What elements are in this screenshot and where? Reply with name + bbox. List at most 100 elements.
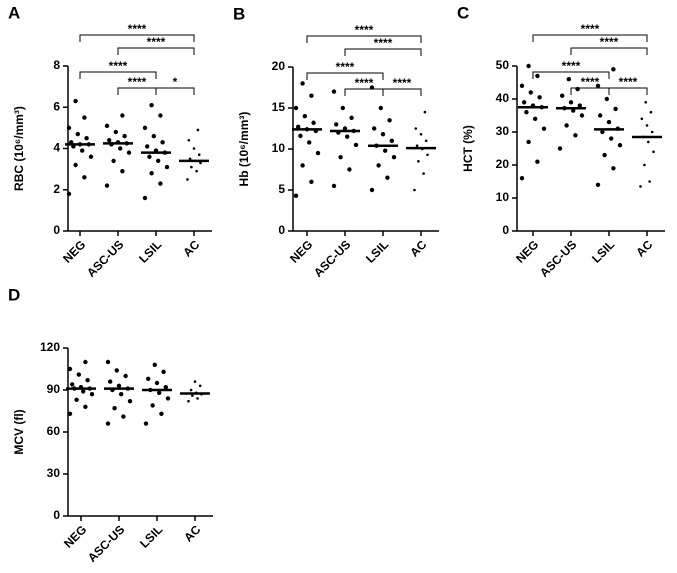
data-point [391, 155, 397, 160]
data-point [107, 138, 112, 143]
data-point [611, 166, 616, 171]
data-point [639, 185, 642, 188]
data-point [309, 179, 314, 184]
data-point [647, 140, 650, 144]
data-point [293, 105, 299, 111]
data-point [419, 132, 423, 136]
data-point [524, 110, 529, 115]
y-tick-label: 0 [53, 223, 60, 237]
data-point [126, 150, 132, 155]
data-point [519, 83, 525, 89]
data-point [535, 159, 540, 164]
data-point [413, 188, 416, 192]
data-point [309, 93, 314, 98]
data-point [187, 399, 190, 403]
data-point [105, 421, 111, 426]
data-point [120, 113, 125, 118]
data-point [89, 392, 95, 397]
data-point [161, 369, 166, 374]
data-point [380, 132, 386, 137]
data-point [88, 154, 94, 159]
data-point [617, 143, 623, 148]
data-point [195, 169, 198, 173]
significance-bracket [306, 72, 384, 80]
x-tick-label: ASC-US [537, 237, 579, 279]
y-tick-label: 15 [272, 100, 286, 114]
significance-label: **** [619, 75, 638, 89]
data-point [302, 114, 307, 119]
data-point [385, 175, 390, 180]
data-point [372, 126, 377, 131]
data-point [417, 160, 420, 163]
significance-bracket [344, 48, 422, 56]
significance-label: **** [374, 36, 393, 50]
significance-bracket [155, 87, 195, 95]
data-point [122, 133, 127, 139]
significance-label: **** [147, 35, 166, 49]
data-point [345, 134, 350, 139]
data-point [151, 133, 156, 139]
data-point [108, 379, 113, 384]
data-point [67, 411, 73, 416]
data-point [142, 125, 148, 131]
y-axis-label: HCT (%) [461, 125, 475, 172]
data-point [75, 131, 81, 137]
significance-bracket [79, 34, 195, 42]
data-point [74, 397, 79, 402]
data-point [159, 411, 164, 416]
panel-label: B [233, 4, 245, 23]
data-point [609, 136, 614, 141]
y-tick-label: 60 [47, 424, 61, 438]
data-point [535, 73, 540, 79]
significance-label: **** [355, 23, 374, 37]
data-point [415, 144, 419, 148]
data-point [519, 176, 525, 181]
data-point [537, 95, 542, 100]
significance-bracket [570, 47, 648, 55]
y-tick-label: 2 [53, 182, 60, 196]
data-point [192, 147, 196, 150]
y-tick-label: 5 [278, 182, 285, 196]
data-point [526, 139, 531, 145]
data-point [84, 135, 89, 141]
y-tick-label: 6 [53, 99, 60, 113]
data-point [334, 122, 339, 127]
data-point [196, 397, 199, 400]
data-point [533, 116, 538, 122]
data-point [331, 89, 337, 94]
data-point [564, 123, 569, 128]
data-point [145, 144, 150, 149]
significance-bracket [79, 71, 157, 79]
significance-label: * [173, 75, 178, 89]
data-point [81, 389, 86, 394]
x-tick-label: NEG [60, 237, 88, 265]
data-point [541, 126, 547, 131]
data-point [152, 362, 157, 367]
data-point [645, 124, 649, 127]
x-tick-label: NEG [513, 237, 541, 265]
panel-label: D [8, 285, 20, 304]
y-tick-label: 40 [496, 91, 510, 105]
x-tick-label: NEG [61, 522, 89, 550]
data-point [526, 63, 531, 69]
data-point [315, 150, 321, 156]
x-tick-label: LSIL [136, 237, 164, 265]
significance-bracket [608, 87, 648, 95]
data-point [186, 178, 189, 181]
data-point [383, 148, 388, 153]
significance-label: **** [393, 76, 412, 90]
y-tick-label: 4 [53, 141, 60, 155]
data-point [577, 103, 582, 108]
significance-bracket [382, 88, 422, 96]
significance-bracket [532, 71, 610, 79]
data-point [121, 414, 126, 419]
y-tick-label: 30 [47, 466, 61, 480]
data-point [423, 110, 427, 114]
data-point [73, 98, 78, 104]
x-tick-label: ASC-US [85, 522, 127, 564]
data-point [190, 165, 193, 169]
x-tick-label: ASC-US [84, 237, 126, 279]
data-point [649, 110, 653, 114]
data-point [296, 124, 301, 130]
data-point [644, 101, 647, 104]
